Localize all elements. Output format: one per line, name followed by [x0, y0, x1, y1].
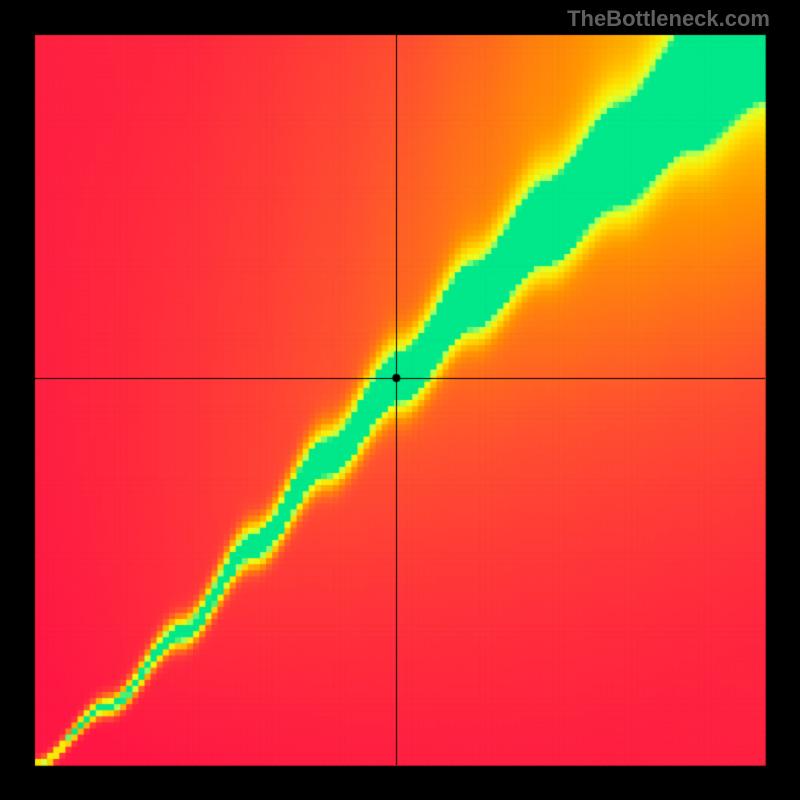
bottleneck-heatmap — [0, 0, 800, 800]
watermark-text: TheBottleneck.com — [567, 6, 770, 32]
